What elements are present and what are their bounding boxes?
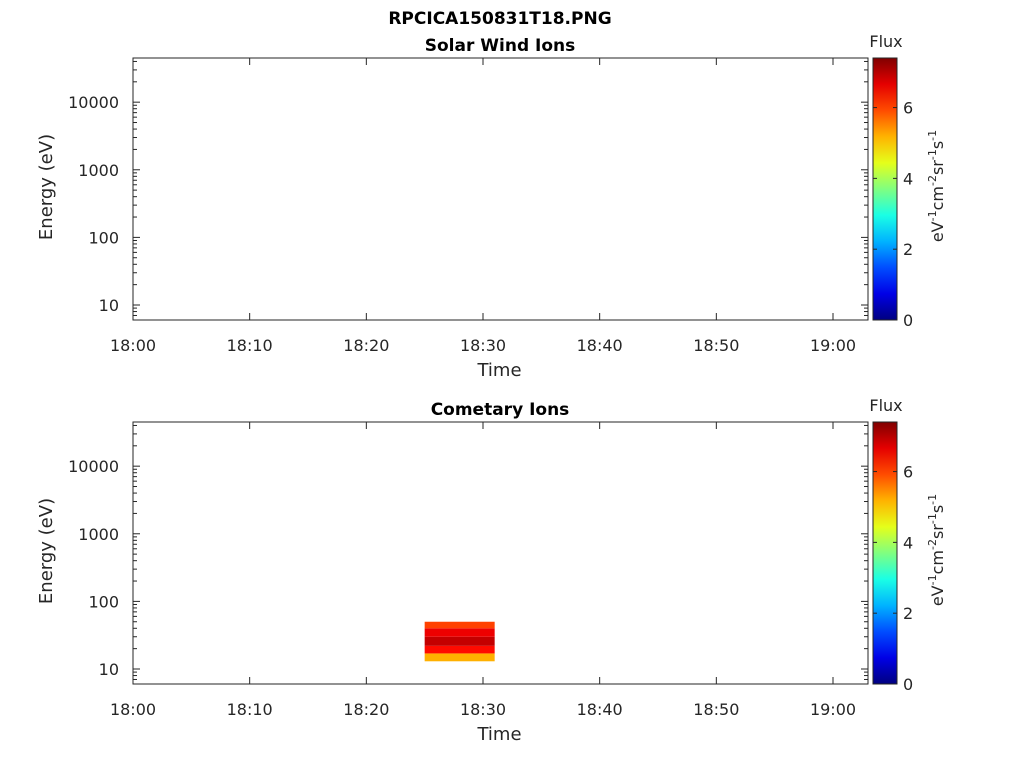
heatmap-cell [424, 653, 495, 662]
colorbar-title: Flux [869, 396, 902, 415]
x-tick-label: 18:00 [110, 700, 156, 719]
plot-area [133, 58, 868, 320]
x-tick-label: 18:30 [460, 336, 506, 355]
colorbar-tick-label: 0 [903, 311, 913, 330]
x-tick-label: 18:20 [343, 700, 389, 719]
y-axis-label: Energy (eV) [36, 498, 57, 604]
colorbar-tick-label: 0 [903, 675, 913, 694]
x-axis-label: Time [476, 360, 521, 381]
x-tick-label: 18:40 [577, 700, 623, 719]
colorbar [872, 421, 898, 685]
colorbar-tick-label: 2 [903, 240, 913, 259]
y-tick-label: 10000 [68, 457, 119, 476]
x-axis-label: Time [476, 724, 521, 745]
heatmap-cell [424, 621, 495, 629]
x-tick-label: 18:10 [227, 700, 273, 719]
y-tick-label: 10 [99, 296, 119, 315]
x-tick-label: 18:50 [693, 336, 739, 355]
colorbar-tick-label: 2 [903, 604, 913, 623]
x-tick-label: 18:00 [110, 336, 156, 355]
panel-1: Solar Wind Ions 18:00 18:10 18:20 18:30 18:40… [36, 32, 947, 381]
colorbar-title: Flux [869, 32, 902, 51]
heatmap-cell [424, 645, 495, 654]
x-tick-label: 18:50 [693, 700, 739, 719]
panel-2: Cometary Ions 18:00 18:10 18:20 18:30 18:40 18… [36, 396, 947, 745]
heatmap-cell [424, 636, 495, 646]
colorbar-tick-label: 6 [903, 463, 913, 482]
x-tick-label: 19:00 [810, 336, 856, 355]
x-tick-label: 18:40 [577, 336, 623, 355]
y-tick-label: 1000 [78, 161, 119, 180]
x-tick-label: 18:30 [460, 700, 506, 719]
colorbar-tick-label: 6 [903, 99, 913, 118]
axes-frame [132, 421, 869, 685]
panel-title: Cometary Ions [431, 400, 570, 420]
figure-title: RPCICA150831T18.PNG [388, 9, 611, 29]
colorbar-tick-label: 4 [903, 533, 913, 552]
x-tick-label: 18:10 [227, 336, 273, 355]
panel-title: Solar Wind Ions [425, 36, 576, 56]
y-tick-label: 1000 [78, 525, 119, 544]
colorbar-tick-label: 4 [903, 169, 913, 188]
x-tick-label: 19:00 [810, 700, 856, 719]
y-tick-label: 10000 [68, 93, 119, 112]
y-tick-label: 100 [88, 592, 119, 611]
heatmap-cell [424, 628, 495, 637]
colorbar-unit-label: eV-1​cm-2​sr-1​s-1​ [926, 494, 947, 606]
y-axis-label: Energy (eV) [36, 134, 57, 240]
y-tick-label: 100 [88, 228, 119, 247]
colorbar [872, 57, 898, 321]
axes-frame [132, 57, 869, 321]
x-tick-label: 18:20 [343, 336, 389, 355]
plot-area [133, 422, 868, 684]
y-tick-label: 10 [99, 660, 119, 679]
colorbar-unit-label: eV-1​cm-2​sr-1​s-1​ [926, 130, 947, 242]
